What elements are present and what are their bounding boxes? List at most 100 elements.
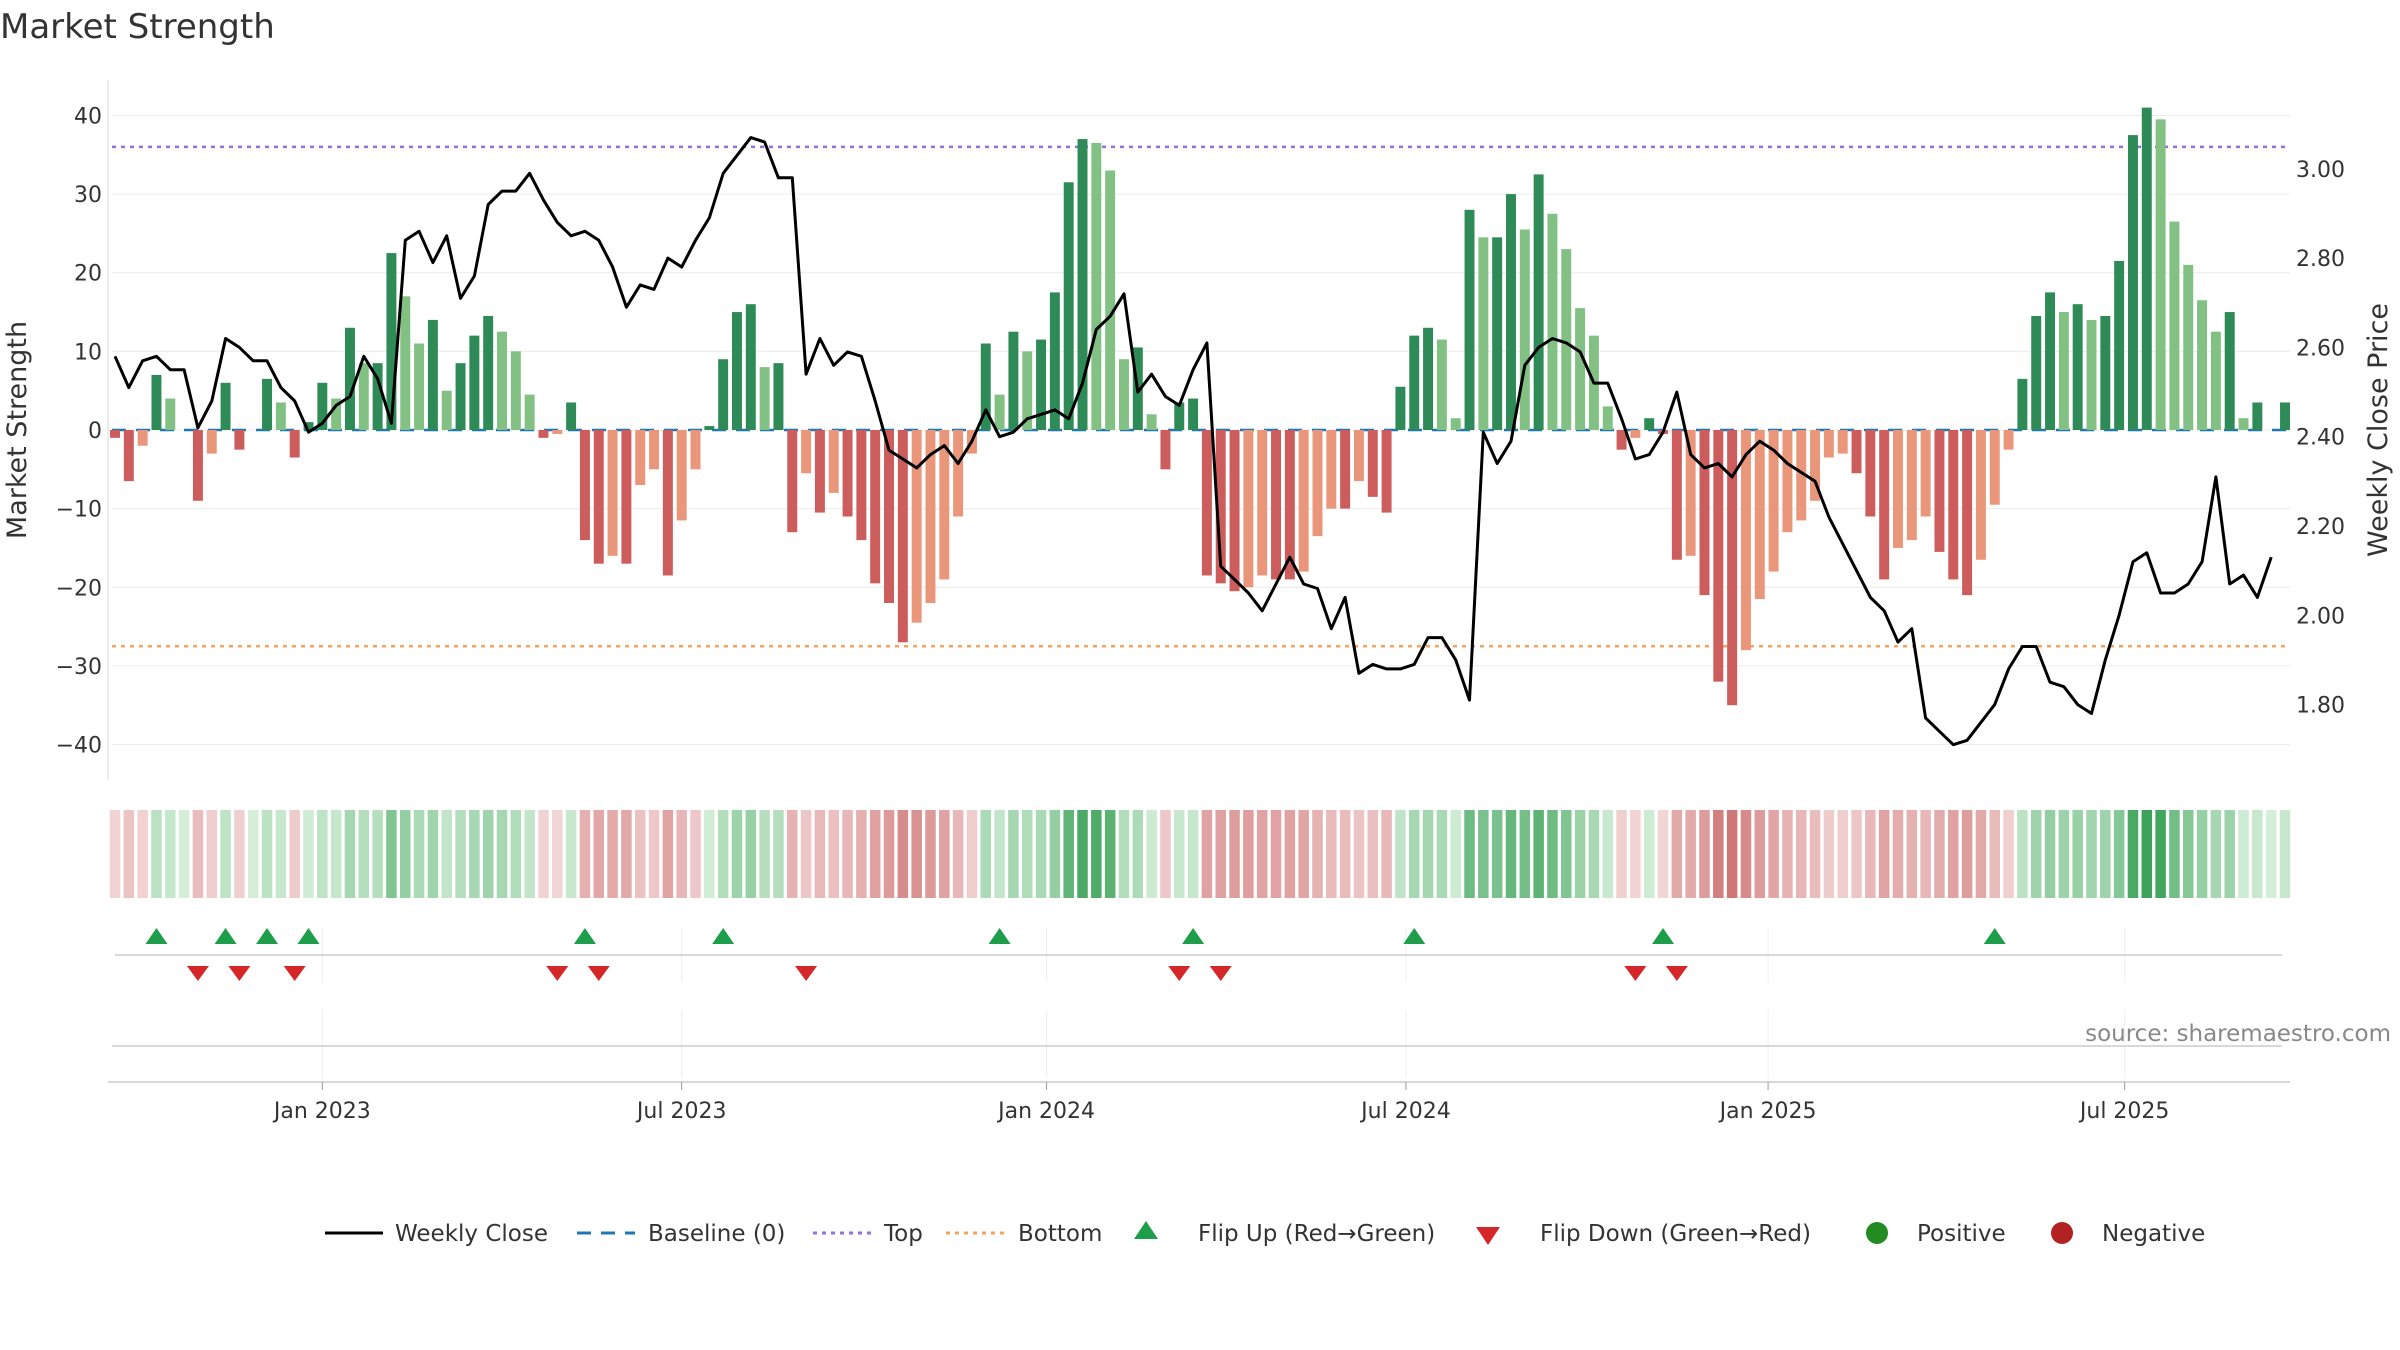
heat-cell <box>1478 810 1489 898</box>
heat-cell <box>1339 810 1351 898</box>
heat-cell <box>220 810 231 898</box>
heat-cell <box>1989 810 2000 898</box>
heat-cell <box>1643 810 1655 898</box>
strength-bar <box>2031 315 2042 430</box>
strength-bar <box>814 430 825 513</box>
strength-bar <box>1616 430 1627 450</box>
heat-cell <box>1961 810 1973 898</box>
strength-bar <box>1436 339 1447 430</box>
strength-bar <box>856 430 867 541</box>
legend-weekly-close-label: Weekly Close <box>395 1221 548 1247</box>
heat-cell <box>372 810 383 898</box>
heat-cell <box>1588 810 1600 898</box>
strength-bar <box>635 430 646 486</box>
heat-cell <box>634 810 646 898</box>
strength-bar <box>344 327 355 430</box>
legend-positive-dot-icon <box>1866 1222 1888 1244</box>
strength-bar <box>759 367 770 430</box>
strength-bar <box>400 296 411 430</box>
strength-bar <box>2100 315 2111 430</box>
heat-cell <box>109 810 121 898</box>
heat-cell <box>1491 810 1503 898</box>
heat-cell <box>1740 810 1752 898</box>
strength-bar <box>441 390 452 430</box>
flip-down-marker <box>1665 966 1688 981</box>
heat-cell <box>1699 810 1710 898</box>
strength-bar <box>1920 430 1931 517</box>
flip-up-marker <box>1403 928 1426 944</box>
strength-bar <box>1423 327 1434 430</box>
heat-cell <box>482 810 494 898</box>
heat-cell <box>1450 810 1461 898</box>
strength-bar <box>538 430 549 438</box>
strength-bar <box>925 430 936 603</box>
heat-cell <box>621 810 632 898</box>
strength-bar <box>524 394 535 430</box>
strength-bar <box>1989 430 2000 505</box>
chart-title: Market Strength <box>0 7 275 47</box>
heat-cell <box>2252 810 2263 898</box>
strength-bar <box>1865 430 1876 517</box>
heat-cell <box>2265 810 2277 898</box>
strength-bar <box>994 394 1005 430</box>
legend-negative-dot-icon <box>2051 1222 2073 1244</box>
strength-bar <box>2114 260 2125 430</box>
strength-bar <box>1271 430 1281 580</box>
heat-cell <box>1118 810 1130 898</box>
strength-bar <box>1547 213 1558 430</box>
heat-cell <box>1726 810 1738 898</box>
heat-cell <box>524 810 535 898</box>
flip-up-marker <box>573 928 596 944</box>
heat-cell <box>2169 810 2180 898</box>
strength-bar <box>2155 119 2166 431</box>
strength-bar <box>1685 430 1696 556</box>
strength-bar <box>953 430 964 517</box>
strength-bar <box>1713 430 1724 682</box>
legend-top-label: Top <box>883 1221 923 1247</box>
heat-cell <box>717 810 729 898</box>
heat-cell <box>648 810 660 898</box>
strength-bar <box>1008 331 1019 430</box>
heat-cell <box>552 810 563 898</box>
heat-cell <box>1906 810 1918 898</box>
heat-cell <box>289 810 300 898</box>
strength-bar <box>745 304 756 430</box>
strength-bar <box>2086 319 2097 430</box>
heat-cell <box>814 810 826 898</box>
strength-bar <box>1492 237 1503 430</box>
strength-bar <box>607 430 618 556</box>
flip-up-marker <box>1182 928 1205 944</box>
heat-cell <box>2100 810 2111 898</box>
heat-cell <box>1768 810 1779 898</box>
heat-cell <box>538 810 549 898</box>
y2-tick-label: 2.60 <box>2296 336 2345 361</box>
heat-cell <box>1782 810 1793 898</box>
heat-cell <box>1174 810 1185 898</box>
heat-cell <box>925 810 936 898</box>
strength-bar <box>275 402 286 430</box>
heat-cell <box>2210 810 2222 898</box>
heat-cell <box>123 810 135 898</box>
y-tick-label: 30 <box>74 183 102 208</box>
legend-negative-label: Negative <box>2102 1221 2205 1247</box>
heat-cell <box>1229 810 1240 898</box>
strength-bar <box>1948 430 1959 580</box>
strength-bar <box>1049 292 1060 430</box>
strength-bar <box>1796 430 1807 521</box>
strength-bar <box>192 430 203 501</box>
strength-bar <box>303 422 314 430</box>
strength-bar <box>690 430 701 470</box>
strength-bar <box>262 378 273 430</box>
heat-cell <box>2072 810 2083 898</box>
strength-bar <box>1962 430 1973 596</box>
strength-bar <box>593 430 604 564</box>
strength-bar <box>455 363 466 430</box>
y-tick-label: −40 <box>56 734 102 759</box>
strength-bar <box>2017 378 2028 430</box>
strength-bar <box>2058 312 2069 430</box>
heat-cell <box>2196 810 2208 898</box>
heat-cell <box>1878 810 1890 898</box>
strength-bar <box>801 430 812 474</box>
strength-bar <box>939 430 950 580</box>
strength-bar <box>1105 170 1116 430</box>
